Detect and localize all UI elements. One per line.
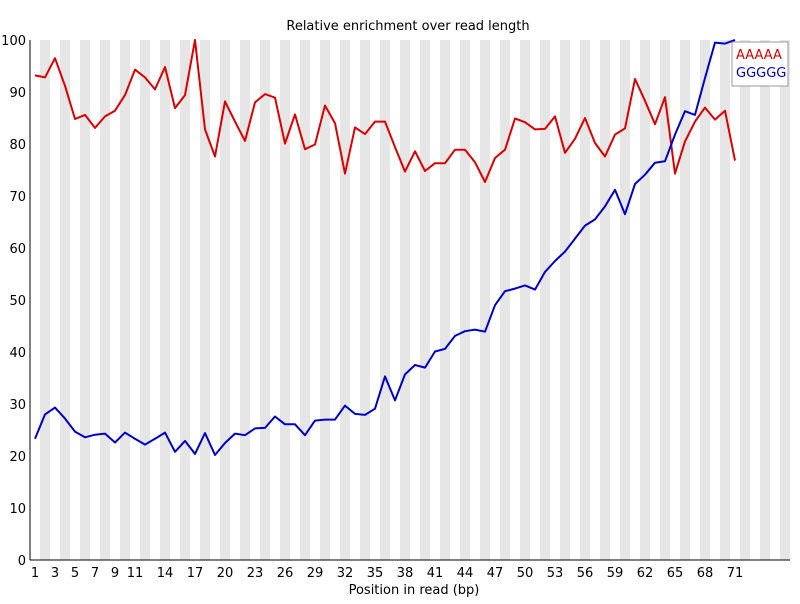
grid-band [360,40,370,560]
grid-band [220,40,230,560]
y-tick-label: 10 [9,502,26,517]
grid-band [620,40,630,560]
x-tick-label: 68 [697,566,714,581]
grid-band [520,40,530,560]
x-tick-label: 59 [607,566,624,581]
series-line-aaaaa [34,39,736,183]
y-tick-label: 30 [9,398,26,413]
grid-band [700,40,710,560]
x-tick-label: 65 [667,566,684,581]
grid-band [400,40,410,560]
x-tick-label: 1 [31,566,39,581]
x-tick-label: 47 [487,566,504,581]
grid-band [280,40,290,560]
x-tick-label: 38 [397,566,414,581]
grid-band [260,40,270,560]
y-tick-label: 100 [1,34,26,49]
x-tick-label: 71 [727,566,744,581]
series-line-ggggg [34,39,736,456]
grid-band [660,40,670,560]
y-tick-label: 80 [9,138,26,153]
grid-band [160,40,170,560]
grid-band [600,40,610,560]
grid-bands [40,40,790,560]
grid-band [420,40,430,560]
grid-band [500,40,510,560]
y-tick-label: 40 [9,346,26,361]
y-tick-label: 60 [9,242,26,257]
y-tick-label: 50 [9,294,26,309]
legend-entry: AAAAA [736,48,782,63]
y-tick-label: 20 [9,450,26,465]
grid-band [320,40,330,560]
grid-band [740,40,750,560]
x-tick-label: 62 [637,566,654,581]
x-tick-label: 23 [247,566,264,581]
grid-band [120,40,130,560]
grid-band [80,40,90,560]
y-tick-label: 70 [9,190,26,205]
grid-band [760,40,770,560]
x-axis-label: Position in read (bp) [349,583,480,598]
x-tick-label: 56 [577,566,594,581]
x-tick-label: 11 [127,566,144,581]
grid-band [460,40,470,560]
y-axis: 0 10 20 30 40 50 60 70 80 90 100 [1,34,31,569]
grid-band [580,40,590,560]
grid-band [380,40,390,560]
x-tick-label: 9 [111,566,119,581]
series-lines [34,39,736,456]
grid-band [440,40,450,560]
grid-band [200,40,210,560]
x-tick-label: 41 [427,566,444,581]
x-tick-label: 14 [157,566,174,581]
x-tick-label: 20 [217,566,234,581]
grid-band [140,40,150,560]
x-tick-label: 44 [457,566,474,581]
grid-band [40,40,50,560]
x-tick-label: 7 [91,566,99,581]
x-tick-label: 35 [367,566,384,581]
chart-title: Relative enrichment over read length [286,19,529,34]
grid-band [720,40,730,560]
grid-band [680,40,690,560]
y-tick-label: 0 [18,554,26,569]
grid-band [780,40,790,560]
grid-band [240,40,250,560]
x-tick-label: 26 [277,566,294,581]
x-tick-label: 29 [307,566,324,581]
x-tick-label: 5 [71,566,79,581]
grid-band [340,40,350,560]
grid-band [180,40,190,560]
x-tick-label: 17 [187,566,204,581]
x-tick-label: 50 [517,566,534,581]
grid-band [640,40,650,560]
legend-box [731,41,789,87]
grid-band [480,40,490,560]
grid-band [560,40,570,560]
x-tick-label: 53 [547,566,564,581]
y-tick-label: 90 [9,86,26,101]
grid-band [60,40,70,560]
x-tick-label: 32 [337,566,354,581]
x-axis: 1 3 5 7 9 11 14 17 20 23 26 29 32 35 38 41 44 47 50 53 56 59 6… [30,559,790,581]
x-tick-label: 3 [51,566,59,581]
grid-band [100,40,110,560]
legend-entry: GGGGG [736,66,786,81]
grid-band [300,40,310,560]
legend: AAAAA GGGGG [731,41,789,87]
grid-band [540,40,550,560]
